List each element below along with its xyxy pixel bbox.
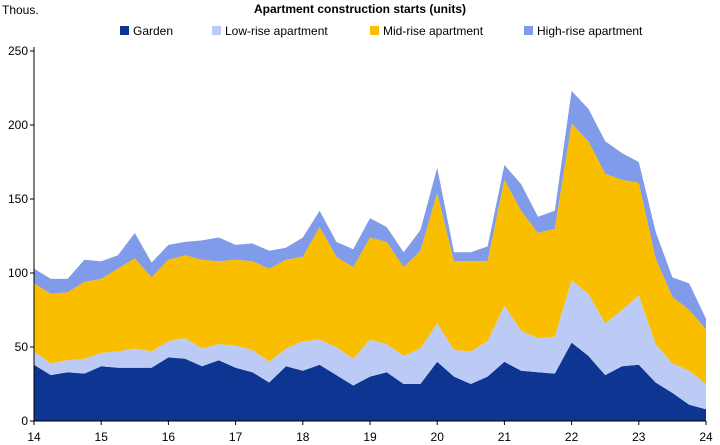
legend-label-low-rise-apartment: Low-rise apartment: [225, 24, 328, 38]
stacked-areas: [34, 91, 706, 421]
x-tick-label: 15: [95, 430, 109, 444]
area-garden: [34, 342, 706, 421]
area-low-rise-apartment: [34, 280, 706, 410]
x-tick-label: 14: [27, 430, 41, 444]
y-tick-label: 50: [15, 340, 29, 354]
x-tick-label: 20: [431, 430, 445, 444]
legend-label-mid-rise-apartment: Mid-rise apartment: [383, 24, 484, 38]
y-tick-label: 250: [8, 44, 28, 58]
y-tick-label: 150: [8, 192, 28, 206]
chart-title: Apartment construction starts (units): [254, 2, 466, 16]
x-tick-label: 21: [498, 430, 512, 444]
x-tick-label: 23: [632, 430, 646, 444]
legend-label-high-rise-apartment: High-rise apartment: [537, 24, 643, 38]
y-tick-label: 0: [21, 414, 28, 428]
legend-swatch-high-rise-apartment: [524, 26, 533, 35]
area-mid-rise-apartment: [34, 123, 706, 384]
x-tick-label: 22: [565, 430, 579, 444]
legend-swatch-low-rise-apartment: [212, 26, 221, 35]
axes: 0 50 100 150 200 250 14 15 16 17 18 19 20 21 22 23 24: [8, 44, 713, 444]
legend-swatch-garden: [120, 26, 129, 35]
legend-label-garden: Garden: [133, 24, 173, 38]
x-tick-label: 24: [699, 430, 713, 444]
x-tick-label: 19: [363, 430, 377, 444]
legend-swatch-mid-rise-apartment: [370, 26, 379, 35]
y-axis-unit-label: Thous.: [2, 3, 39, 17]
y-tick-label: 200: [8, 118, 28, 132]
x-tick-label: 17: [229, 430, 243, 444]
legend: Garden Low-rise apartment Mid-rise apartme…: [120, 24, 643, 38]
y-tick-label: 100: [8, 266, 28, 280]
x-tick-label: 18: [296, 430, 310, 444]
x-tick-label: 16: [162, 430, 176, 444]
